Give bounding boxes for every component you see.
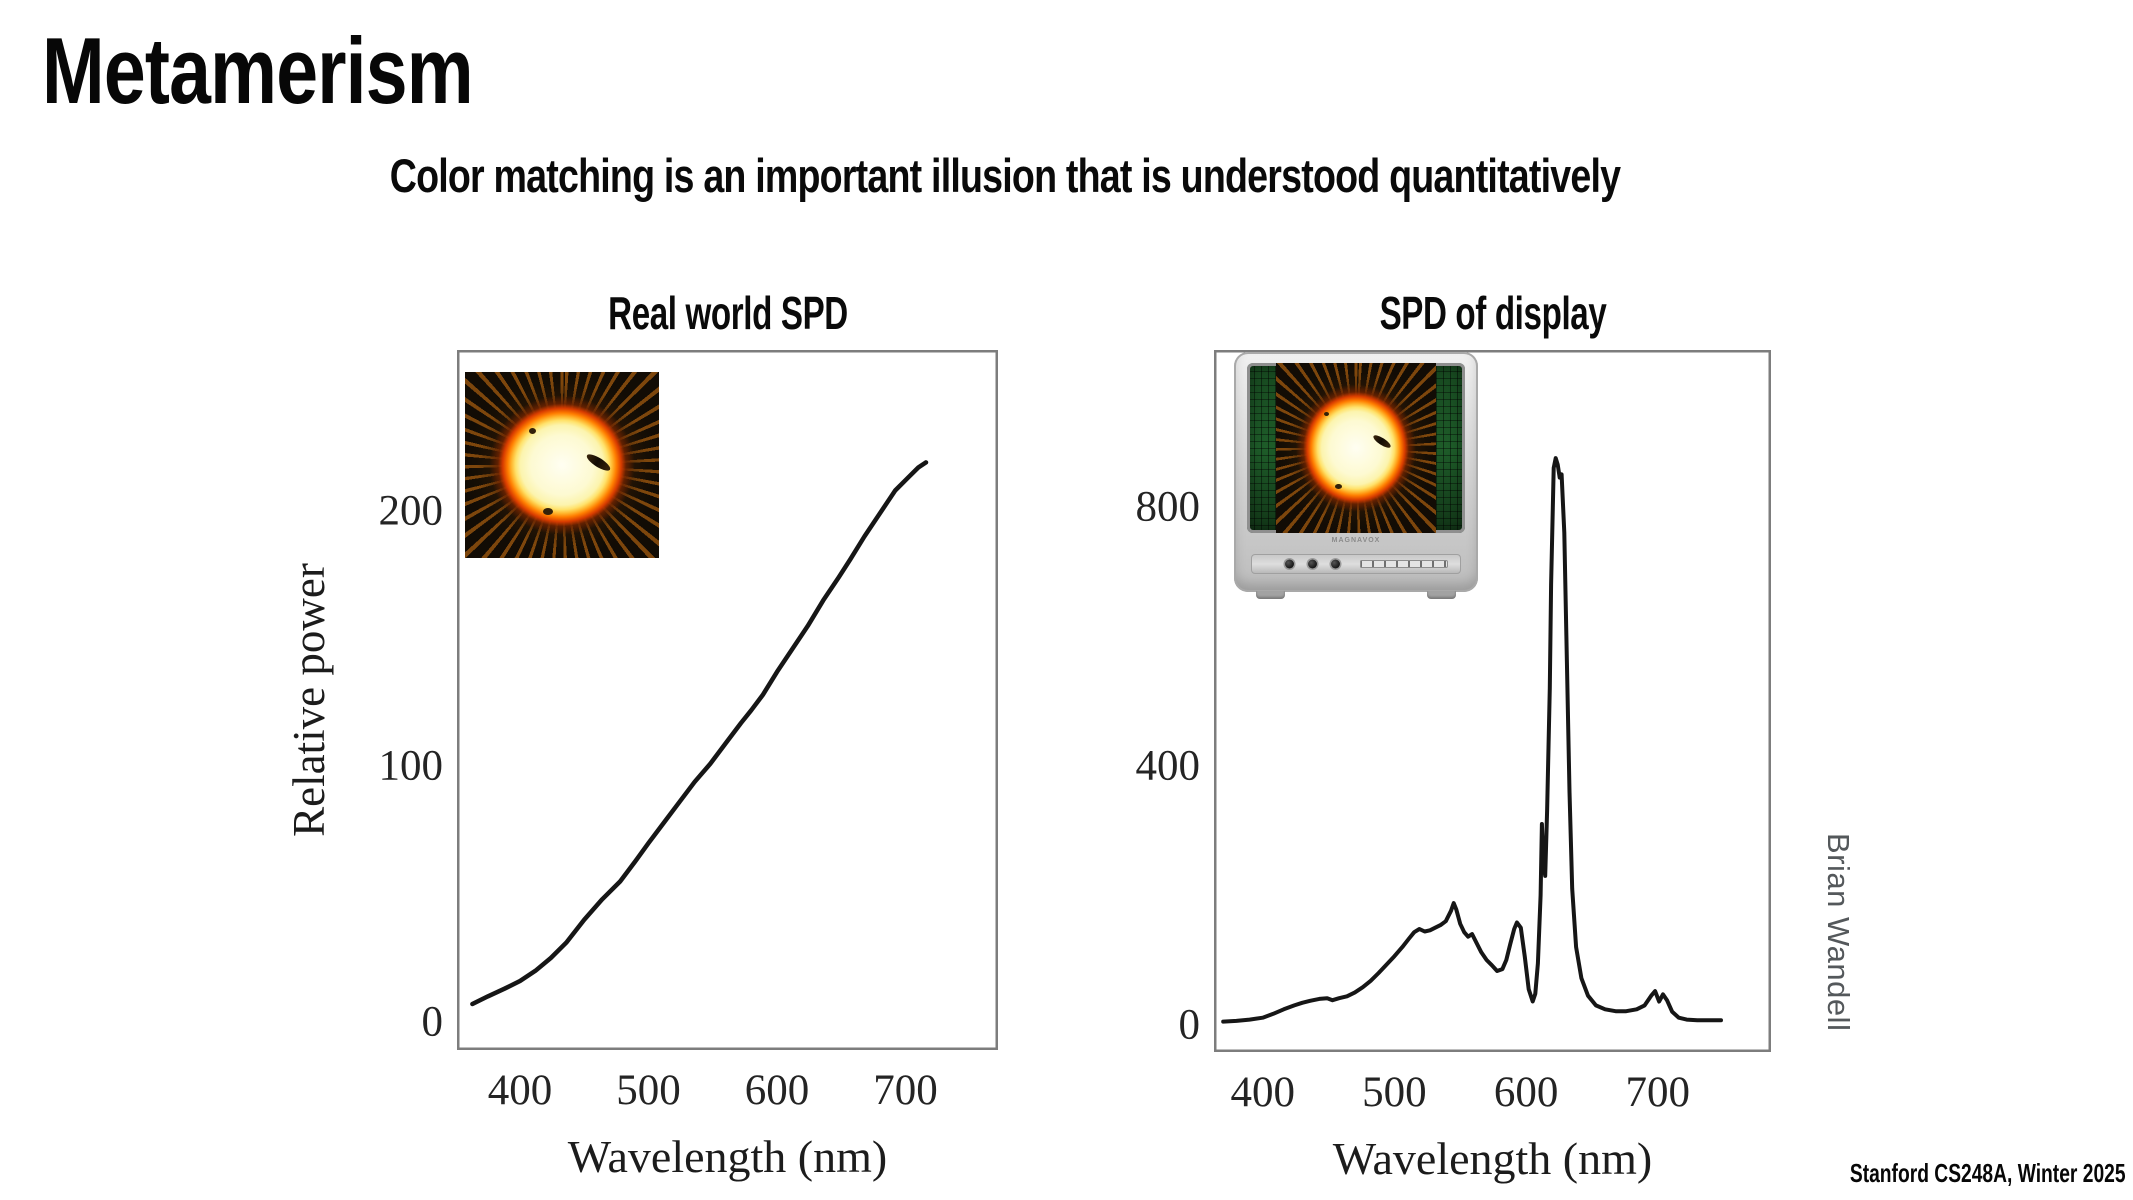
x-tick-label: 500 <box>1362 1069 1427 1116</box>
real-world-spd-curve <box>470 460 929 1007</box>
chart-real-world-spd: Real world SPD Relative power Wavelength… <box>284 287 998 1182</box>
sunspot-icon <box>1335 483 1343 489</box>
y-tick-label: 100 <box>378 742 444 790</box>
x-tick-label: 600 <box>744 1067 810 1114</box>
chart-display-spd: SPD of display Wavelength (nm) MAGNAVOX <box>1136 287 1771 1184</box>
sun-on-tv-image <box>1275 362 1437 534</box>
slide-subtitle: Color matching is an important illusion … <box>389 149 1621 202</box>
x-tick-label: 700 <box>1625 1069 1691 1116</box>
sunspot-icon <box>529 427 537 434</box>
x-tick-label: 500 <box>616 1067 681 1114</box>
x-tick-label: 600 <box>1493 1069 1559 1116</box>
sun-image <box>465 372 659 558</box>
crt-tv-image: MAGNAVOX <box>1234 352 1478 599</box>
sunspot-icon <box>1323 412 1329 417</box>
y-tick-label: 200 <box>378 487 444 535</box>
y-tick-label: 400 <box>1135 742 1201 790</box>
tv-control-panel <box>1251 553 1461 574</box>
tv-knob-icon <box>1307 559 1317 569</box>
sunspot-icon <box>542 507 553 515</box>
x-tick-label: 400 <box>1230 1069 1295 1116</box>
plot-frame <box>1214 350 1771 1052</box>
display-spd-curve <box>1221 456 1723 1024</box>
chart-title-display-spd: SPD of display <box>1379 287 1606 339</box>
tv-foot <box>1426 591 1457 599</box>
tv-slider-icon <box>1360 559 1449 568</box>
chart-title-real-world-spd: Real world SPD <box>607 287 848 339</box>
x-tick-label: 700 <box>873 1067 938 1114</box>
y-tick-label: 0 <box>1178 1001 1201 1049</box>
x-axis-title: Wavelength (nm) <box>1332 1133 1653 1184</box>
x-axis-title: Wavelength (nm) <box>567 1131 888 1182</box>
tv-knob-icon <box>1284 559 1294 569</box>
slide-title: Metamerism <box>42 18 474 123</box>
tv-knob-icon <box>1330 559 1340 569</box>
y-axis-title: Relative power <box>284 563 334 837</box>
y-tick-label: 800 <box>1135 483 1201 531</box>
y-tick-label: 0 <box>421 998 444 1046</box>
tv-foot <box>1255 591 1286 599</box>
footer-course: Stanford CS248A, Winter 2025 <box>1850 1158 2126 1188</box>
tv-brand-label: MAGNAVOX <box>1331 536 1381 544</box>
x-tick-label: 400 <box>487 1067 553 1114</box>
sunspot-icon <box>1371 432 1393 450</box>
real-world-spd-plot <box>457 350 998 1050</box>
credit-author: Brian Wandell <box>1821 833 1856 1032</box>
sunspot-icon <box>584 451 613 474</box>
display-spd-plot <box>1214 350 1771 1052</box>
tv-screen <box>1247 362 1465 534</box>
plot-frame <box>457 350 998 1050</box>
